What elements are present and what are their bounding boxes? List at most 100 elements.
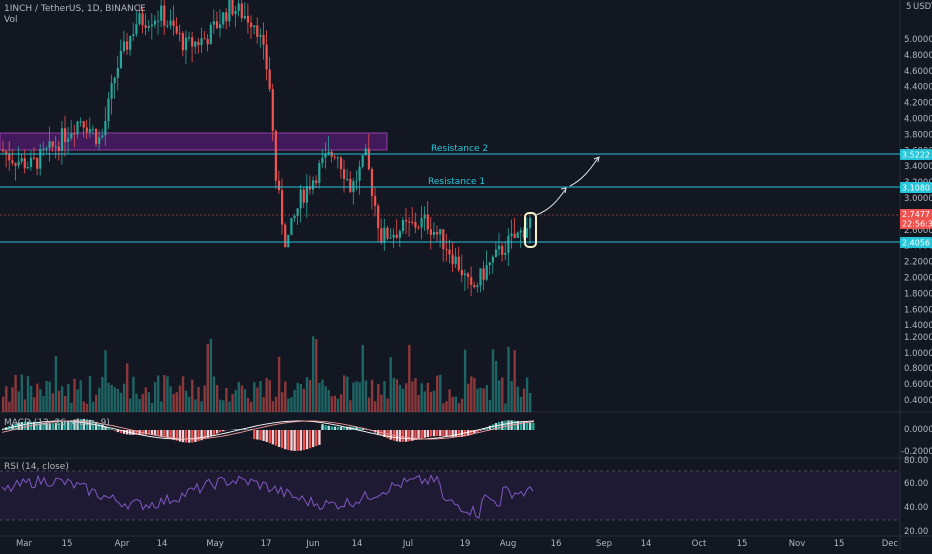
volume-bar [163,375,165,412]
price-tick: 3.0000 [904,194,932,204]
volume-bar [80,380,82,412]
macd-bar [455,430,457,437]
candle-body [473,285,475,287]
candle-body [359,167,361,181]
price-tick: 4.6000 [904,67,932,77]
volume-bar [231,394,233,412]
candle-body [436,232,438,234]
candle-body [138,13,140,24]
candle-body [306,186,308,202]
candle-body [256,25,258,36]
macd-bar [315,430,317,446]
candle-body [275,131,277,181]
candle-body [11,160,13,163]
price-tick: 4.8000 [904,51,932,61]
candle-body [461,270,463,275]
volume-bar [117,389,119,412]
candle-body [526,228,528,237]
volume-bar [331,396,333,412]
candle-body [185,38,187,51]
volume-bar [2,397,4,412]
volume-bar [262,397,264,412]
candle-body [142,13,144,25]
volume-bar [67,384,69,412]
candle-body [442,229,444,249]
candle-body [98,137,100,144]
volume-bar [492,349,494,412]
symbol-title[interactable]: 1INCH / TetherUS, 1D, BINANCE [4,4,146,14]
volume-bar [312,336,314,412]
candle-body [489,262,491,265]
candle-body [470,277,472,285]
candle-body [42,149,44,150]
volume-label[interactable]: Vol [4,15,17,25]
volume-bar [297,383,299,412]
candle-body [504,253,506,255]
candle-body [5,151,7,153]
macd-bar [111,429,113,430]
volume-bar [266,378,268,412]
volume-bar [104,350,106,412]
price-axis[interactable]: 5 USDT 5.00004.80004.60004.40004.20004.0… [904,2,932,406]
resistance-2-label[interactable]: Resistance 2 [431,144,488,154]
candle-body [173,21,175,27]
candle-body [228,0,230,21]
rsi-label[interactable]: RSI (14, close) [4,462,69,472]
macd-bar [231,429,233,430]
macd-bar [306,430,308,449]
macd-bar [151,430,153,435]
candle-body [287,235,289,247]
volume-bar [476,389,478,412]
volume-bar [430,392,432,412]
volume-bar [216,385,218,412]
candle-body [70,133,72,138]
volume-bar [11,387,13,412]
time-tick: May [206,539,224,549]
candle-body [92,129,94,130]
resistance-1-label[interactable]: Resistance 1 [428,177,485,187]
candle-body [464,274,466,276]
time-tick: 15 [62,539,73,549]
candle-body [80,121,82,122]
volume-bar [473,378,475,412]
volume-bar [132,377,134,412]
candle-body [483,268,485,279]
macd-bar [405,430,407,442]
price-tick: 4.2000 [904,99,932,109]
candle-body [266,45,268,70]
candle-body [259,35,261,37]
candle-body [362,155,364,167]
candle-body [507,236,509,253]
volume-bar [334,396,336,412]
candle-body [293,216,295,218]
candle-body [210,25,212,45]
macd-label[interactable]: MACD (12, 26, close, 9) [4,418,110,428]
volume-bar [445,401,447,412]
price-tick: 0.4000 [904,396,932,406]
candle-body [498,246,500,250]
volume-bar [414,378,416,412]
volume-bar [464,350,466,412]
candle-body [107,99,109,121]
volume-bar [526,377,528,412]
volume-bar [185,391,187,412]
volume-bar [160,401,162,412]
macd-bar [204,430,206,439]
price-tick: 1.2000 [904,333,932,343]
candle-body [179,33,181,34]
volume-bar [504,403,506,412]
volume-bar [405,383,407,412]
volume-bar [343,375,345,412]
volume-bar [520,397,522,412]
macd-bar [417,430,419,439]
volume-bar [399,385,401,412]
volume-bar [278,357,280,412]
candle-body [349,179,351,192]
candle-body [452,254,454,264]
candle-body [334,157,336,158]
volume-bar [495,361,497,412]
volume-bar [458,403,460,412]
volume-bar [142,394,144,412]
